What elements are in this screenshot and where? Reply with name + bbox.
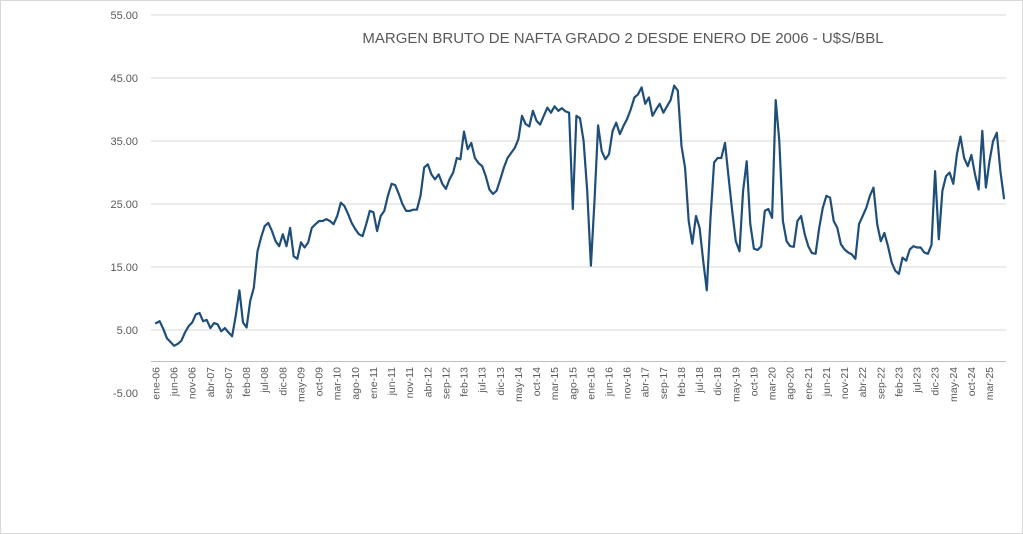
x-axis-label: sep-22 — [875, 367, 887, 399]
x-axis-label: oct-19 — [748, 367, 760, 396]
x-axis-label: mar-20 — [767, 367, 779, 400]
x-axis-label: oct-09 — [314, 367, 326, 396]
x-axis-label: nov-16 — [622, 367, 634, 399]
x-axis-label: may-24 — [948, 367, 960, 402]
y-axis-label: 35.00 — [110, 136, 138, 148]
gridlines — [151, 14, 1006, 362]
x-axis-label: mar-15 — [549, 367, 561, 400]
y-axis-label: 25.00 — [110, 199, 138, 211]
x-axis-label: oct-24 — [966, 367, 978, 396]
margin-series-polyline — [154, 84, 1006, 347]
x-axis-label: dic-13 — [495, 367, 507, 396]
x-axis-label: feb-18 — [676, 367, 688, 397]
x-axis-label: may-09 — [295, 367, 307, 402]
x-axis-label: feb-08 — [241, 367, 253, 397]
x-axis-label: dic-23 — [930, 367, 942, 396]
x-axis-label: abr-12 — [422, 367, 434, 398]
y-axis-labels: 55.00 45.00 35.00 25.00 15.00 5.00 -5.00 — [110, 10, 138, 400]
x-axis-label: dic-08 — [277, 367, 289, 396]
x-axis-label: ene-16 — [585, 367, 597, 400]
y-axis-label: -5.00 — [113, 388, 138, 400]
x-axis-label: nov-21 — [839, 367, 851, 399]
x-axis-label: ago-10 — [350, 367, 362, 400]
chart-title: MARGEN BRUTO DE NAFTA GRADO 2 DESDE ENER… — [362, 30, 883, 47]
x-axis-label: ago-15 — [567, 367, 579, 400]
x-axis-label: jun-11 — [386, 367, 398, 397]
y-axis-label: 45.00 — [110, 73, 138, 85]
x-axis-label: ene-11 — [368, 367, 380, 399]
y-axis-label: 55.00 — [110, 10, 138, 22]
data-series-line — [154, 84, 1006, 347]
x-axis-label: mar-25 — [984, 367, 996, 400]
x-axis-label: jul-23 — [912, 367, 924, 394]
x-axis-label: ene-06 — [151, 367, 163, 400]
x-axis-label: ago-20 — [785, 367, 797, 400]
x-axis-label: dic-18 — [712, 367, 724, 396]
x-axis-label: abr-07 — [205, 367, 217, 398]
x-axis-label: may-19 — [730, 367, 742, 402]
x-axis-label: nov-11 — [404, 367, 416, 398]
y-axis-label: 15.00 — [110, 262, 138, 274]
x-axis-label: oct-14 — [531, 367, 543, 396]
x-axis-label: abr-22 — [857, 367, 869, 398]
y-axis-label: 5.00 — [117, 325, 138, 337]
x-axis-label: sep-12 — [440, 367, 452, 399]
x-axis-label: jun-21 — [821, 367, 833, 397]
x-axis-label: sep-17 — [658, 367, 670, 399]
x-axis-label: jul-08 — [259, 367, 271, 394]
x-axis-label: feb-23 — [893, 367, 905, 397]
x-axis-label: ene-21 — [803, 367, 815, 400]
x-axis-label: jun-16 — [603, 367, 615, 397]
x-axis-label: feb-13 — [459, 367, 471, 397]
x-axis-label: mar-10 — [332, 367, 344, 400]
x-axis-label: jul-18 — [694, 367, 706, 394]
x-axis-label: jun-06 — [169, 367, 181, 397]
x-axis-labels: ene-06 jun-06 nov-06 abr-07 sep-07 feb-08 jul-… — [151, 367, 997, 402]
x-axis-label: abr-17 — [640, 367, 652, 398]
x-axis-label: nov-06 — [187, 367, 199, 399]
x-axis-label: sep-07 — [223, 367, 235, 399]
x-axis-label: may-14 — [513, 367, 525, 402]
x-axis-label: jul-13 — [477, 367, 489, 394]
